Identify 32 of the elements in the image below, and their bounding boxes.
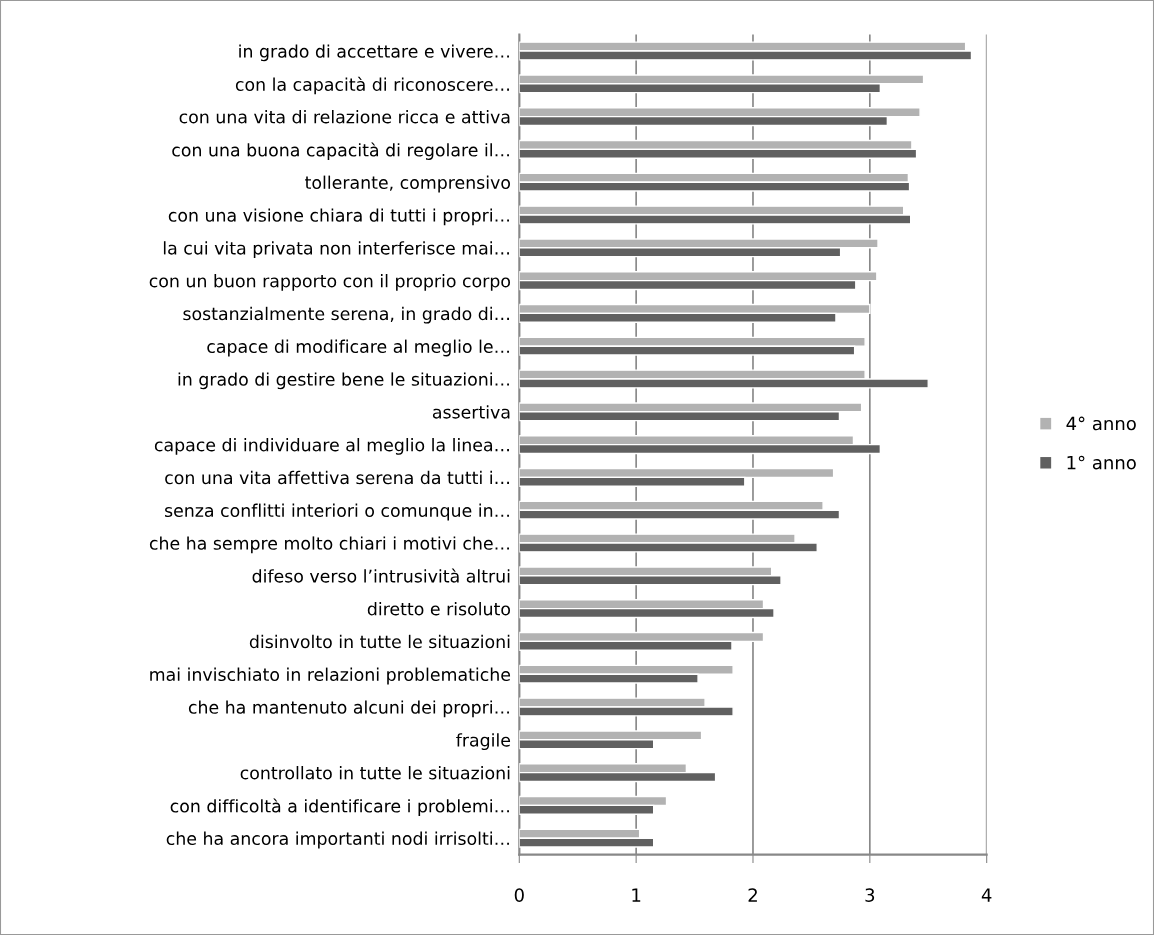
y-tick-label: difeso verso l’intrusività altrui xyxy=(252,568,510,583)
y-tick-label: capace di individuare al meglio la linea… xyxy=(154,438,509,455)
y-tick-label: che ha sempre molto chiari i motivi che… xyxy=(149,536,509,554)
y-tick-label: che ha ancora importanti nodi irrisolti… xyxy=(166,831,509,849)
y-tick-label: senza conflitti interiori o comunque in… xyxy=(165,503,509,521)
legend-label: 1° anno xyxy=(1067,455,1136,470)
y-tick-label: in grado di gestire bene le situazioni… xyxy=(178,372,509,390)
y-tick-label: sostanzialmente serena, in grado di… xyxy=(183,306,509,324)
y-tick-label: con una vita affettiva serena da tutti i… xyxy=(165,470,509,485)
y-tick-label: con difficoltà a identificare i problemi… xyxy=(170,798,509,816)
x-tick-label: 4 xyxy=(981,888,992,902)
y-tick-label: disinvolto in tutte le situazioni xyxy=(249,634,510,649)
y-tick-label: che ha mantenuto alcuni dei propri… xyxy=(188,700,509,718)
x-tick-label: 2 xyxy=(748,888,757,902)
y-tick-label: con una visione chiara di tutti i propri… xyxy=(168,208,509,226)
y-tick-label: con una buona capacità di regolare il… xyxy=(172,142,509,160)
y-tick-label: con la capacità di riconoscere… xyxy=(235,76,509,95)
legend-label: 4° anno xyxy=(1066,416,1136,431)
x-tick-label: 0 xyxy=(514,888,524,902)
y-tick-label: in grado di accettare e vivere… xyxy=(239,44,509,62)
y-tick-label: con una vita di relazione ricca e attiva xyxy=(179,110,510,124)
y-tick-label: fragile xyxy=(456,733,511,750)
y-tick-label: diretto e risoluto xyxy=(367,602,511,616)
y-tick-label: controllato in tutte le situazioni xyxy=(240,765,510,780)
y-tick-label: assertiva xyxy=(432,405,510,419)
y-tick-label: capace di modificare al meglio le… xyxy=(207,339,509,357)
x-tick-label: 3 xyxy=(865,888,875,902)
x-tick-label: 1 xyxy=(632,888,641,902)
y-tick-label: mai invischiato in relazioni problematiche xyxy=(150,667,511,685)
y-tick-label: la cui vita privata non interferisce mai… xyxy=(163,241,509,258)
y-tick-label: con un buon rapporto con il proprio corpo xyxy=(149,274,511,291)
y-tick-label: tollerante, comprensivo xyxy=(305,175,511,193)
